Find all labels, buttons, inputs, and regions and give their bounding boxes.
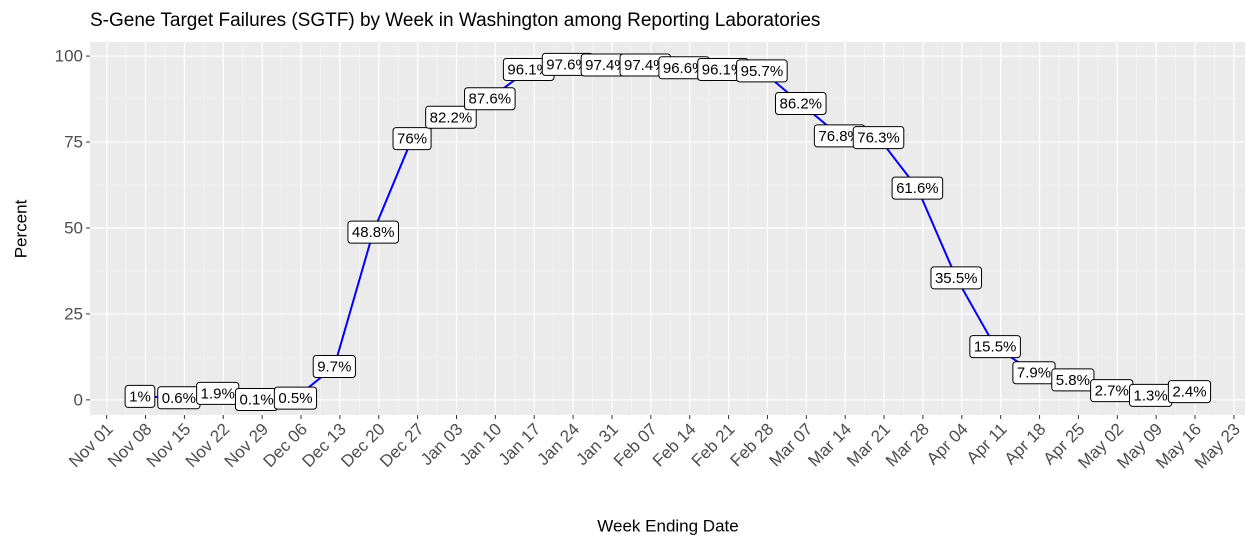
data-label-text: 97.4% xyxy=(624,57,667,74)
data-label-text: 86.2% xyxy=(779,96,822,113)
x-tick-label: Apr 11 xyxy=(963,420,1011,468)
data-label-text: 76.8% xyxy=(818,128,861,145)
data-label-text: 82.2% xyxy=(430,109,473,126)
label-box xyxy=(930,266,983,290)
data-label: 15.5% xyxy=(969,335,1021,359)
label-box xyxy=(347,220,399,244)
y-tick-label: 75 xyxy=(64,133,83,152)
data-label-text: 76% xyxy=(397,131,427,148)
label-box xyxy=(124,384,156,408)
data-label: 97.4% xyxy=(619,53,672,77)
label-box xyxy=(891,176,944,200)
data-label-text: 0.5% xyxy=(278,390,312,407)
label-box xyxy=(774,92,827,116)
x-tick-label: Jan 03 xyxy=(417,420,467,470)
data-label: 5.8% xyxy=(1051,368,1095,392)
data-label: 61.6% xyxy=(891,176,944,200)
data-label: 1% xyxy=(124,384,156,408)
data-label: 96.6% xyxy=(658,56,710,80)
data-label-text: 35.5% xyxy=(935,270,978,287)
data-label-text: 15.5% xyxy=(974,339,1017,356)
data-label-text: 97.6% xyxy=(546,56,589,73)
data-label-text: 0.1% xyxy=(239,391,273,408)
data-label-text: 76.3% xyxy=(857,130,900,147)
data-label-text: 96.1% xyxy=(702,61,745,78)
data-label-text: 96.6% xyxy=(663,60,706,77)
x-tick-label: Feb 14 xyxy=(649,420,700,471)
data-label-text: 1% xyxy=(129,388,151,405)
x-tick-label: Mar 28 xyxy=(882,420,933,471)
x-tick-label: Mar 14 xyxy=(804,420,855,471)
y-tick-label: 50 xyxy=(64,218,83,237)
data-label: 1.9% xyxy=(196,381,240,405)
data-label: 2.4% xyxy=(1167,380,1212,404)
data-label-text: 48.8% xyxy=(352,224,395,241)
data-label: 86.2% xyxy=(774,92,827,116)
data-label: 87.6% xyxy=(464,87,516,111)
data-label: 96.1% xyxy=(697,58,749,82)
data-label-text: 1.3% xyxy=(1133,387,1167,404)
data-label: 0.5% xyxy=(273,386,318,410)
x-tick-label: Jan 10 xyxy=(456,420,506,470)
data-label: 9.7% xyxy=(312,355,356,379)
data-label-text: 2.7% xyxy=(1095,383,1129,400)
label-box xyxy=(392,127,432,151)
data-label-text: 95.7% xyxy=(741,63,784,80)
data-label: 95.7% xyxy=(736,59,788,83)
data-label-text: 7.9% xyxy=(1017,365,1051,382)
data-label: 7.9% xyxy=(1012,361,1056,385)
data-label-text: 5.8% xyxy=(1056,372,1090,389)
y-axis-title: Percent xyxy=(11,199,30,258)
x-tick-label: Apr 04 xyxy=(923,420,972,469)
data-label: 0.6% xyxy=(157,386,201,410)
label-box xyxy=(312,355,356,379)
label-box xyxy=(425,105,477,129)
data-label-text: 61.6% xyxy=(896,180,939,197)
x-axis-title: Week Ending Date xyxy=(597,516,738,535)
data-label: 76.3% xyxy=(852,126,905,150)
x-tick-label: Feb 21 xyxy=(688,420,739,471)
x-tick-label: Feb 07 xyxy=(610,420,661,471)
data-label-text: 97.4% xyxy=(585,57,628,74)
x-tick-label: Dec 27 xyxy=(376,420,428,472)
data-label: 82.2% xyxy=(425,105,477,129)
data-label-text: 1.9% xyxy=(201,385,235,402)
y-tick-label: 0 xyxy=(74,390,83,409)
label-box xyxy=(464,87,516,111)
label-box xyxy=(1167,380,1212,404)
data-label: 0.1% xyxy=(234,388,279,412)
data-label-text: 96.1% xyxy=(507,61,550,78)
label-box xyxy=(969,335,1021,359)
data-label: 35.5% xyxy=(930,266,983,290)
data-label-text: 0.6% xyxy=(162,390,196,407)
data-label: 76% xyxy=(392,127,432,151)
data-label-text: 9.7% xyxy=(317,358,351,375)
data-label-text: 87.6% xyxy=(469,91,512,108)
x-tick-label: Jan 17 xyxy=(495,420,545,470)
chart-title: S-Gene Target Failures (SGTF) by Week in… xyxy=(90,10,820,31)
x-tick-label: Jan 24 xyxy=(534,420,584,470)
data-label: 2.7% xyxy=(1090,379,1134,403)
x-tick-label: Apr 18 xyxy=(1001,420,1050,469)
label-box xyxy=(736,59,788,83)
y-tick-label: 100 xyxy=(55,47,83,66)
label-box xyxy=(852,126,905,150)
x-tick-label: Feb 28 xyxy=(727,420,778,471)
x-tick-label: Mar 21 xyxy=(843,420,894,471)
data-label: 96.1% xyxy=(502,58,555,82)
label-box xyxy=(273,386,318,410)
y-tick-label: 25 xyxy=(64,304,83,323)
data-label-text: 2.4% xyxy=(1172,384,1206,401)
data-label: 1.3% xyxy=(1128,383,1173,407)
data-label: 48.8% xyxy=(347,220,399,244)
x-tick-label: Mar 07 xyxy=(765,420,816,471)
